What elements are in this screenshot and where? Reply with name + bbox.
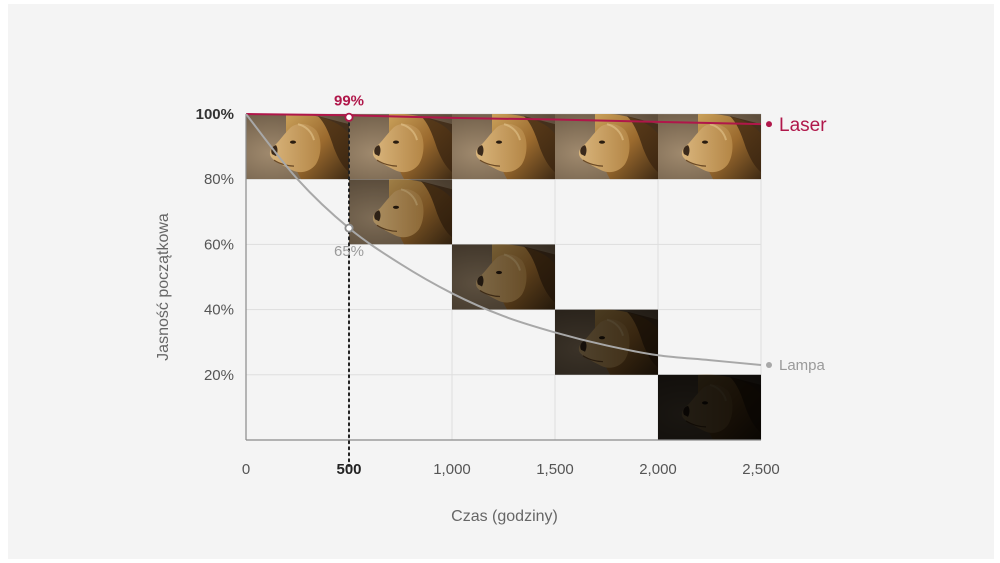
brightness-chart: Laser Lampa 99% 65% 20% 40% 60% 80% 100% 0 500 1,00… bbox=[155, 92, 827, 525]
y-tick-label: 60% bbox=[204, 236, 234, 253]
laser-annotation-point bbox=[344, 112, 354, 122]
laser-series-line bbox=[245, 113, 762, 126]
lamp-lion-tile bbox=[658, 374, 761, 440]
laser-lion-tile bbox=[246, 114, 349, 180]
laser-end-point bbox=[766, 121, 772, 128]
y-tick-label: 100% bbox=[196, 106, 234, 123]
dim-overlay bbox=[349, 179, 452, 245]
dim-overlay bbox=[658, 374, 761, 440]
x-tick-label: 0 bbox=[242, 461, 250, 478]
lamp-annotation-label: 65% bbox=[334, 243, 364, 260]
y-tick-label: 20% bbox=[204, 367, 234, 384]
lion-photo bbox=[246, 114, 349, 180]
lamp-lion-tile bbox=[349, 179, 452, 245]
x-tick-label: 1,000 bbox=[433, 461, 471, 478]
y-axis-label: Jasność początkowa bbox=[155, 213, 172, 361]
x-tick-label: 500 bbox=[336, 461, 361, 478]
laser-lion-tile bbox=[555, 114, 658, 180]
lamp-lion-tile bbox=[555, 309, 658, 375]
lion-photo bbox=[555, 114, 658, 180]
x-axis-label: Czas (godziny) bbox=[451, 508, 558, 525]
x-tick-label: 1,500 bbox=[536, 461, 574, 478]
laser-lion-tile bbox=[349, 114, 452, 180]
series-lines bbox=[245, 113, 772, 369]
lamp-series-line bbox=[245, 113, 762, 367]
lamp-series-label: Lampa bbox=[779, 357, 826, 374]
lamp-annotation-point bbox=[344, 223, 354, 233]
lamp-lion-tile bbox=[452, 244, 555, 310]
laser-annotation-label: 99% bbox=[334, 92, 364, 109]
x-tick-label: 2,000 bbox=[639, 461, 677, 478]
laser-lion-tile bbox=[452, 114, 555, 180]
axes bbox=[245, 114, 761, 441]
y-tick-label: 40% bbox=[204, 302, 234, 319]
x-tick-label: 2,500 bbox=[742, 461, 780, 478]
dim-overlay bbox=[555, 309, 658, 375]
lion-photo bbox=[452, 114, 555, 180]
lamp-end-point bbox=[766, 362, 772, 369]
dim-overlay bbox=[452, 244, 555, 310]
lion-image-tiles bbox=[246, 114, 761, 440]
lion-photo bbox=[349, 114, 452, 180]
chart-panel: Laser Lampa 99% 65% 20% 40% 60% 80% 100% 0 500 1,00… bbox=[8, 4, 994, 559]
laser-series-label: Laser bbox=[779, 115, 827, 136]
y-tick-label: 80% bbox=[204, 171, 234, 188]
labels: Laser Lampa 99% 65% 20% 40% 60% 80% 100% 0 500 1,00… bbox=[155, 92, 827, 525]
